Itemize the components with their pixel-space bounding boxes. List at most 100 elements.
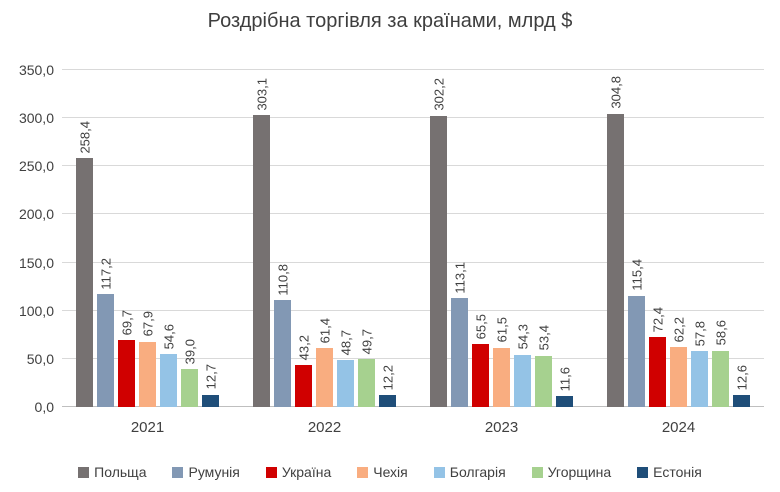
bar-Румунія-2021: 117,2 <box>97 258 114 407</box>
bar-value-label: 258,4 <box>77 120 92 154</box>
legend-item-Україна: Україна <box>265 464 332 480</box>
bar-group-2024: 304,8 115,4 72,4 62,2 57,8 58,6 12,6 2024 <box>607 76 750 436</box>
bar-Чехія-2023: 61,5 <box>493 317 510 407</box>
bar-value-label: 67,9 <box>140 311 155 337</box>
bar-Румунія-2023: 113,1 <box>451 262 468 407</box>
gridline <box>62 213 764 215</box>
bar-value-label: 65,5 <box>473 313 488 339</box>
y-tick-label: 200,0 <box>18 206 54 223</box>
bar-Чехія-2021: 67,9 <box>139 311 156 407</box>
bar-group-2022: 303,1 110,8 43,2 61,4 48,7 49,7 12,2 2022 <box>253 78 396 436</box>
gridline <box>62 309 764 311</box>
legend-item-Угорщина: Угорщина <box>531 464 612 480</box>
bar-Польща-2022: 303,1 <box>253 78 270 407</box>
legend-label: Естонія <box>653 464 702 480</box>
bar-Україна-2021: 69,7 <box>118 310 135 407</box>
bar-Угорщина-2021: 39,0 <box>181 339 198 407</box>
bar-value-label: 11,6 <box>557 366 572 391</box>
bar-Угорщина-2024: 58,6 <box>712 320 729 407</box>
bar-Польща-2021: 258,4 <box>76 121 93 407</box>
legend-item-Болгарія: Болгарія <box>433 464 506 480</box>
y-tick-label: 250,0 <box>18 158 54 175</box>
gridline <box>62 117 764 119</box>
chart-title: Роздрібна торгівля за країнами, млрд $ <box>207 10 573 32</box>
bar-Естонія-2022: 12,2 <box>379 365 396 407</box>
legend-swatch <box>172 466 184 478</box>
y-tick-label: 50,0 <box>26 350 54 367</box>
bar-Польща-2024: 304,8 <box>607 76 624 407</box>
bar-value-label: 48,7 <box>338 329 353 356</box>
bar-value-label: 49,7 <box>359 328 374 355</box>
bar-Болгарія-2023: 54,3 <box>514 324 531 407</box>
bar-value-label: 61,4 <box>317 317 332 343</box>
bar-Естонія-2024: 12,6 <box>733 365 750 407</box>
bar-Болгарія-2022: 48,7 <box>337 330 354 407</box>
legend-item-Польща: Польща <box>78 464 146 480</box>
bar-value-label: 54,3 <box>515 324 530 350</box>
bar-value-label: 72,4 <box>650 306 665 333</box>
y-tick-label: 300,0 <box>18 110 54 127</box>
bar-Болгарія-2021: 54,6 <box>160 324 177 407</box>
legend-label: Угорщина <box>547 464 612 480</box>
bar-Болгарія-2024: 57,8 <box>691 321 708 407</box>
y-tick-label: 150,0 <box>18 254 54 271</box>
bar-value-label: 54,6 <box>161 324 176 350</box>
bar-value-label: 58,6 <box>713 320 728 346</box>
bar-Румунія-2022: 110,8 <box>274 264 291 407</box>
bar-value-label: 43,2 <box>296 335 311 361</box>
legend-label: Чехія <box>373 464 408 480</box>
bar-value-label: 12,6 <box>734 364 749 390</box>
bar-value-label: 12,7 <box>203 364 218 390</box>
x-category-label: 2022 <box>307 419 342 436</box>
gridline <box>62 261 764 263</box>
legend-swatch <box>78 466 90 478</box>
bar-Естонія-2023: 11,6 <box>556 367 573 407</box>
legend-label: Болгарія <box>449 464 506 480</box>
legend-swatch <box>265 466 277 478</box>
legend-label: Польща <box>94 464 147 480</box>
bar-Чехія-2024: 62,2 <box>670 317 687 407</box>
bar-groups: 258,4 117,2 69,7 67,9 54,6 39,0 12,7 2021 303,1 1… <box>62 70 764 436</box>
bar-value-label: 39,0 <box>182 339 197 365</box>
y-tick-label: 350,0 <box>18 62 54 78</box>
chart-body: 350,0 300,0 250,0 200,0 150,0 100,0 50,0 0,0 25… <box>0 62 780 436</box>
bar-value-label: 57,8 <box>692 321 707 347</box>
y-axis: 350,0 300,0 250,0 200,0 150,0 100,0 50,0 0,0 <box>0 62 62 415</box>
legend-item-Румунія: Румунія <box>172 464 240 480</box>
legend-swatch <box>531 466 543 478</box>
legend-label: Україна <box>281 464 332 480</box>
bar-Україна-2022: 43,2 <box>295 335 312 407</box>
bar-value-label: 117,2 <box>98 257 113 290</box>
gridline <box>62 165 764 167</box>
bar-value-label: 303,1 <box>254 77 269 111</box>
bar-Польща-2023: 302,2 <box>430 78 447 407</box>
legend-swatch <box>637 466 649 478</box>
bar-Україна-2023: 65,5 <box>472 314 489 407</box>
y-tick-label: 100,0 <box>18 302 54 319</box>
gridline <box>62 69 764 70</box>
legend-swatch <box>433 466 445 478</box>
bar-value-label: 53,4 <box>536 325 551 351</box>
x-category-label: 2024 <box>661 419 696 436</box>
bar-value-label: 12,2 <box>380 364 395 391</box>
legend-item-Чехія: Чехія <box>357 464 408 480</box>
legend-label: Румунія <box>188 464 240 480</box>
bar-value-label: 113,1 <box>452 261 467 294</box>
bar-value-label: 304,8 <box>608 75 623 109</box>
legend-swatch <box>357 466 369 478</box>
x-category-label: 2021 <box>130 419 165 436</box>
plot-area: 258,4 117,2 69,7 67,9 54,6 39,0 12,7 2021 303,1 1… <box>62 69 764 436</box>
legend-item-Естонія: Естонія <box>637 464 702 480</box>
bar-group-2021: 258,4 117,2 69,7 67,9 54,6 39,0 12,7 2021 <box>76 121 219 436</box>
bar-Україна-2024: 72,4 <box>649 307 666 407</box>
bar-Чехія-2022: 61,4 <box>316 318 333 407</box>
bar-value-label: 302,2 <box>431 78 446 112</box>
bar-Угорщина-2023: 53,4 <box>535 325 552 407</box>
bar-Естонія-2021: 12,7 <box>202 364 219 407</box>
bar-group-2023: 302,2 113,1 65,5 61,5 54,3 53,4 11,6 2023 <box>430 78 573 436</box>
x-axis-line <box>62 406 764 407</box>
bar-value-label: 69,7 <box>119 309 134 335</box>
bar-value-label: 115,4 <box>629 259 644 291</box>
legend: Польща Румунія Україна Чехія Болгарія Угорщин… <box>0 464 780 480</box>
